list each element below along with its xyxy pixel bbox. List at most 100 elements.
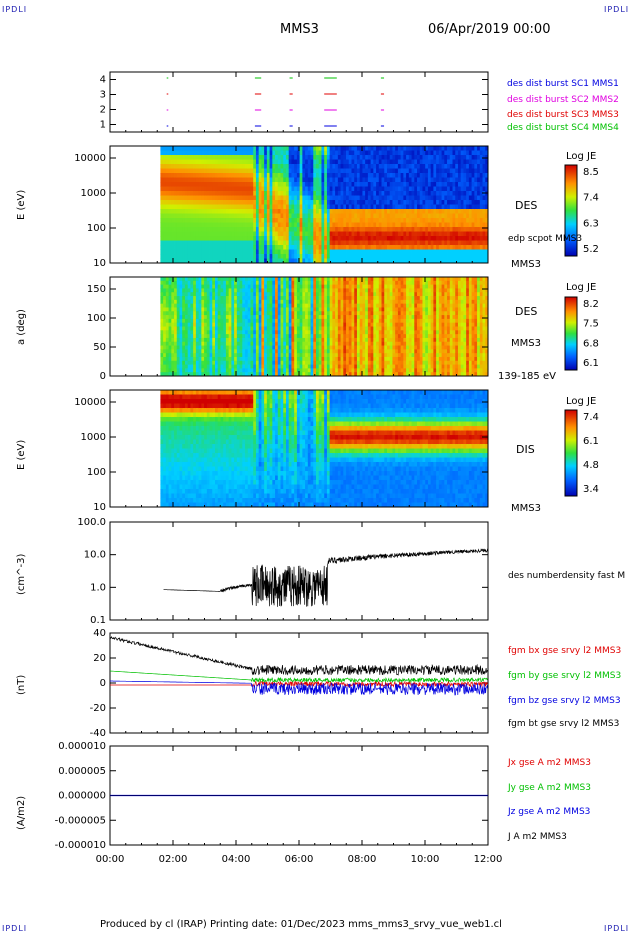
des-energy-cell [291, 236, 295, 241]
des-energy-cell [193, 227, 197, 232]
des-pitch-cell [266, 307, 270, 312]
des-energy-cell [247, 168, 251, 174]
des-energy-cell [201, 213, 205, 219]
des-energy-cell [367, 155, 372, 160]
des-energy-cell [296, 191, 301, 196]
des-energy-cell [168, 245, 172, 250]
des-energy-cell [463, 186, 467, 192]
des-energy-cell [182, 173, 186, 178]
des-energy-cell [223, 213, 227, 219]
des-pitch-cell [272, 326, 276, 331]
des-pitch-cell [329, 288, 333, 293]
des-energy-cell [310, 240, 314, 246]
des-energy-cell [326, 146, 331, 151]
des-energy-cell [348, 200, 352, 205]
des-energy-cell [184, 240, 189, 246]
des-pitch-cell [247, 364, 251, 369]
des-energy-cell [182, 231, 186, 237]
des-pitch-cell [299, 322, 303, 327]
des-pitch-cell [225, 356, 230, 362]
des-energy-cell [275, 150, 279, 156]
des-energy-cell [343, 227, 347, 232]
des-pitch-cell [264, 288, 268, 293]
des-pitch-cell [234, 353, 238, 358]
des-energy-cell [269, 231, 273, 237]
des-energy-cell [266, 164, 270, 169]
des-energy-cell [460, 204, 464, 210]
des-energy-cell [316, 159, 320, 165]
des-pitch-cell [174, 284, 178, 289]
des-energy-cell [255, 213, 260, 219]
des-energy-cell [179, 195, 183, 201]
des-pitch-cell [351, 360, 355, 365]
des-pitch-cell [285, 311, 290, 316]
des-energy-cell [329, 209, 333, 214]
des-energy-cell [283, 254, 287, 259]
des-pitch-cell [250, 292, 254, 297]
des-pitch-cell [326, 334, 331, 339]
des-energy-cell [302, 249, 306, 255]
des-energy-cell [348, 240, 352, 246]
des-pitch-cell [321, 368, 325, 373]
des-energy-cell [174, 245, 178, 250]
des-energy-cell [316, 191, 320, 196]
des-energy-cell [482, 227, 486, 232]
des-pitch-cell [294, 330, 298, 335]
des-energy-cell [378, 218, 382, 223]
des-energy-cell [348, 245, 352, 250]
des-pitch-cell [171, 307, 175, 312]
des-energy-cell [204, 159, 208, 165]
des-energy-cell [329, 200, 333, 205]
des-energy-cell [485, 186, 489, 192]
des-energy-cell [318, 218, 322, 223]
des-energy-cell [356, 213, 361, 219]
des-pitch-cell [204, 322, 208, 327]
des-energy-cell [225, 177, 230, 183]
des-energy-cell [430, 200, 434, 205]
des-pitch-cell [206, 307, 210, 312]
des-energy-cell [277, 204, 281, 210]
des-energy-cell [247, 240, 251, 246]
des-pitch-cell [234, 307, 238, 312]
des-energy-cell [479, 173, 483, 178]
des-energy-cell [316, 254, 320, 259]
des-pitch-cell [176, 345, 180, 350]
des-energy-cell [296, 240, 301, 246]
des-pitch-cell [182, 330, 186, 335]
des-energy-cell [395, 168, 399, 174]
des-pitch-cell [266, 341, 270, 346]
des-energy-cell [346, 209, 350, 214]
des-energy-cell [354, 150, 358, 156]
des-energy-cell [367, 146, 372, 151]
des-pitch-cell [182, 368, 186, 373]
des-energy-cell [261, 195, 265, 201]
des-energy-cell [468, 150, 473, 156]
des-pitch-cell [321, 364, 325, 369]
des-pitch-cell [283, 368, 287, 373]
des-energy-cell [294, 258, 298, 264]
des-energy-cell [444, 240, 448, 246]
des-pitch-cell [245, 315, 249, 320]
des-energy-cell [269, 164, 273, 169]
des-energy-cell [460, 177, 464, 183]
des-energy-cell [264, 209, 268, 214]
des-energy-cell [389, 191, 393, 196]
des-energy-cell [485, 168, 489, 174]
des-energy-cell [275, 200, 279, 205]
des-energy-cell [326, 245, 331, 250]
des-pitch-cell [326, 299, 331, 305]
des-energy-cell [187, 177, 191, 183]
des-energy-cell [310, 249, 314, 255]
des-energy-cell [419, 159, 423, 165]
des-energy-cell [400, 186, 404, 192]
des-energy-cell [485, 258, 489, 264]
des-pitch-cell [225, 341, 230, 346]
des-energy-cell [351, 173, 355, 178]
des-energy-cell [395, 222, 399, 228]
des-pitch-cell [269, 364, 273, 369]
des-energy-cell [266, 218, 270, 223]
des-energy-cell [430, 213, 434, 219]
des-energy-cell [343, 168, 347, 174]
des-pitch-cell [223, 296, 227, 301]
des-energy-cell [258, 173, 262, 178]
